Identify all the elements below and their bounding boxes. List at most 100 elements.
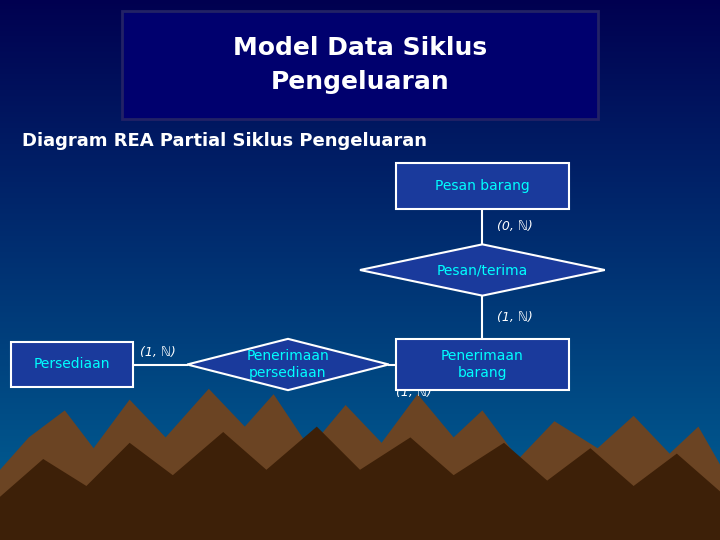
Bar xyxy=(0,370,720,374)
Bar xyxy=(0,239,720,243)
Bar xyxy=(0,118,720,123)
Bar xyxy=(0,534,720,538)
Bar xyxy=(0,201,720,205)
Bar xyxy=(0,104,720,108)
Bar xyxy=(0,451,720,455)
Polygon shape xyxy=(360,244,605,296)
Bar xyxy=(0,28,720,32)
Bar xyxy=(0,453,720,457)
Bar xyxy=(0,138,720,142)
Bar xyxy=(0,503,720,508)
Bar xyxy=(0,368,720,373)
Bar xyxy=(0,339,720,344)
Bar xyxy=(0,206,720,211)
Bar xyxy=(0,210,720,214)
Bar xyxy=(0,334,720,339)
Bar xyxy=(0,300,720,304)
Bar xyxy=(0,217,720,221)
Bar xyxy=(0,377,720,382)
Bar xyxy=(0,53,720,58)
Bar xyxy=(0,183,720,187)
Text: (1, ℕ): (1, ℕ) xyxy=(497,310,533,324)
Bar xyxy=(0,517,720,522)
Bar xyxy=(0,0,720,4)
Bar xyxy=(0,148,720,153)
Bar xyxy=(0,345,720,349)
Bar xyxy=(0,55,720,59)
Bar xyxy=(0,478,720,482)
Bar xyxy=(0,112,720,117)
Bar xyxy=(0,384,720,389)
Bar xyxy=(0,84,720,88)
Bar xyxy=(0,122,720,126)
Bar xyxy=(0,10,720,15)
Bar xyxy=(0,332,720,336)
Bar xyxy=(0,323,720,328)
Bar xyxy=(0,42,720,47)
Bar xyxy=(0,48,720,52)
Bar xyxy=(0,328,720,333)
Bar xyxy=(0,413,720,417)
Bar xyxy=(0,120,720,124)
Bar xyxy=(0,193,720,198)
Bar xyxy=(0,262,720,266)
Bar xyxy=(0,159,720,164)
Bar xyxy=(0,463,720,468)
Bar xyxy=(0,40,720,45)
Bar xyxy=(0,228,720,232)
Bar xyxy=(0,357,720,362)
Bar xyxy=(0,341,720,346)
Bar xyxy=(0,303,720,308)
Bar xyxy=(0,269,720,274)
Bar xyxy=(0,181,720,185)
Bar xyxy=(0,321,720,326)
Bar xyxy=(0,492,720,497)
Bar xyxy=(0,177,720,182)
Bar xyxy=(0,134,720,139)
Bar xyxy=(0,242,720,247)
Bar xyxy=(0,17,720,22)
Bar xyxy=(0,224,720,228)
FancyBboxPatch shape xyxy=(396,339,569,390)
Bar xyxy=(0,474,720,479)
Bar xyxy=(0,278,720,282)
Bar xyxy=(0,282,720,286)
Bar xyxy=(0,58,720,63)
Bar xyxy=(0,359,720,363)
Bar xyxy=(0,141,720,146)
Bar xyxy=(0,352,720,356)
Bar xyxy=(0,111,720,115)
Bar xyxy=(0,19,720,23)
Bar xyxy=(0,114,720,119)
Bar xyxy=(0,516,720,520)
Bar xyxy=(0,348,720,353)
Bar xyxy=(0,347,720,351)
Bar xyxy=(0,215,720,220)
Bar xyxy=(0,390,720,394)
Bar xyxy=(0,294,720,299)
Bar xyxy=(0,388,720,393)
Bar xyxy=(0,399,720,403)
Bar xyxy=(0,105,720,110)
Bar xyxy=(0,291,720,295)
Bar xyxy=(0,436,720,441)
Bar xyxy=(0,289,720,293)
Bar xyxy=(0,64,720,69)
Bar xyxy=(0,485,720,490)
Bar xyxy=(0,260,720,265)
Bar xyxy=(0,325,720,329)
Bar xyxy=(0,168,720,173)
Bar xyxy=(0,310,720,315)
Polygon shape xyxy=(396,470,720,540)
Bar xyxy=(0,258,720,263)
Bar xyxy=(0,366,720,371)
Bar xyxy=(0,316,720,320)
Bar xyxy=(0,411,720,416)
Bar xyxy=(0,447,720,452)
FancyBboxPatch shape xyxy=(396,163,569,209)
Bar xyxy=(0,355,720,360)
Text: (0, ℕ): (0, ℕ) xyxy=(497,220,533,233)
Bar xyxy=(0,301,720,306)
Bar xyxy=(0,208,720,212)
Bar xyxy=(0,420,720,425)
